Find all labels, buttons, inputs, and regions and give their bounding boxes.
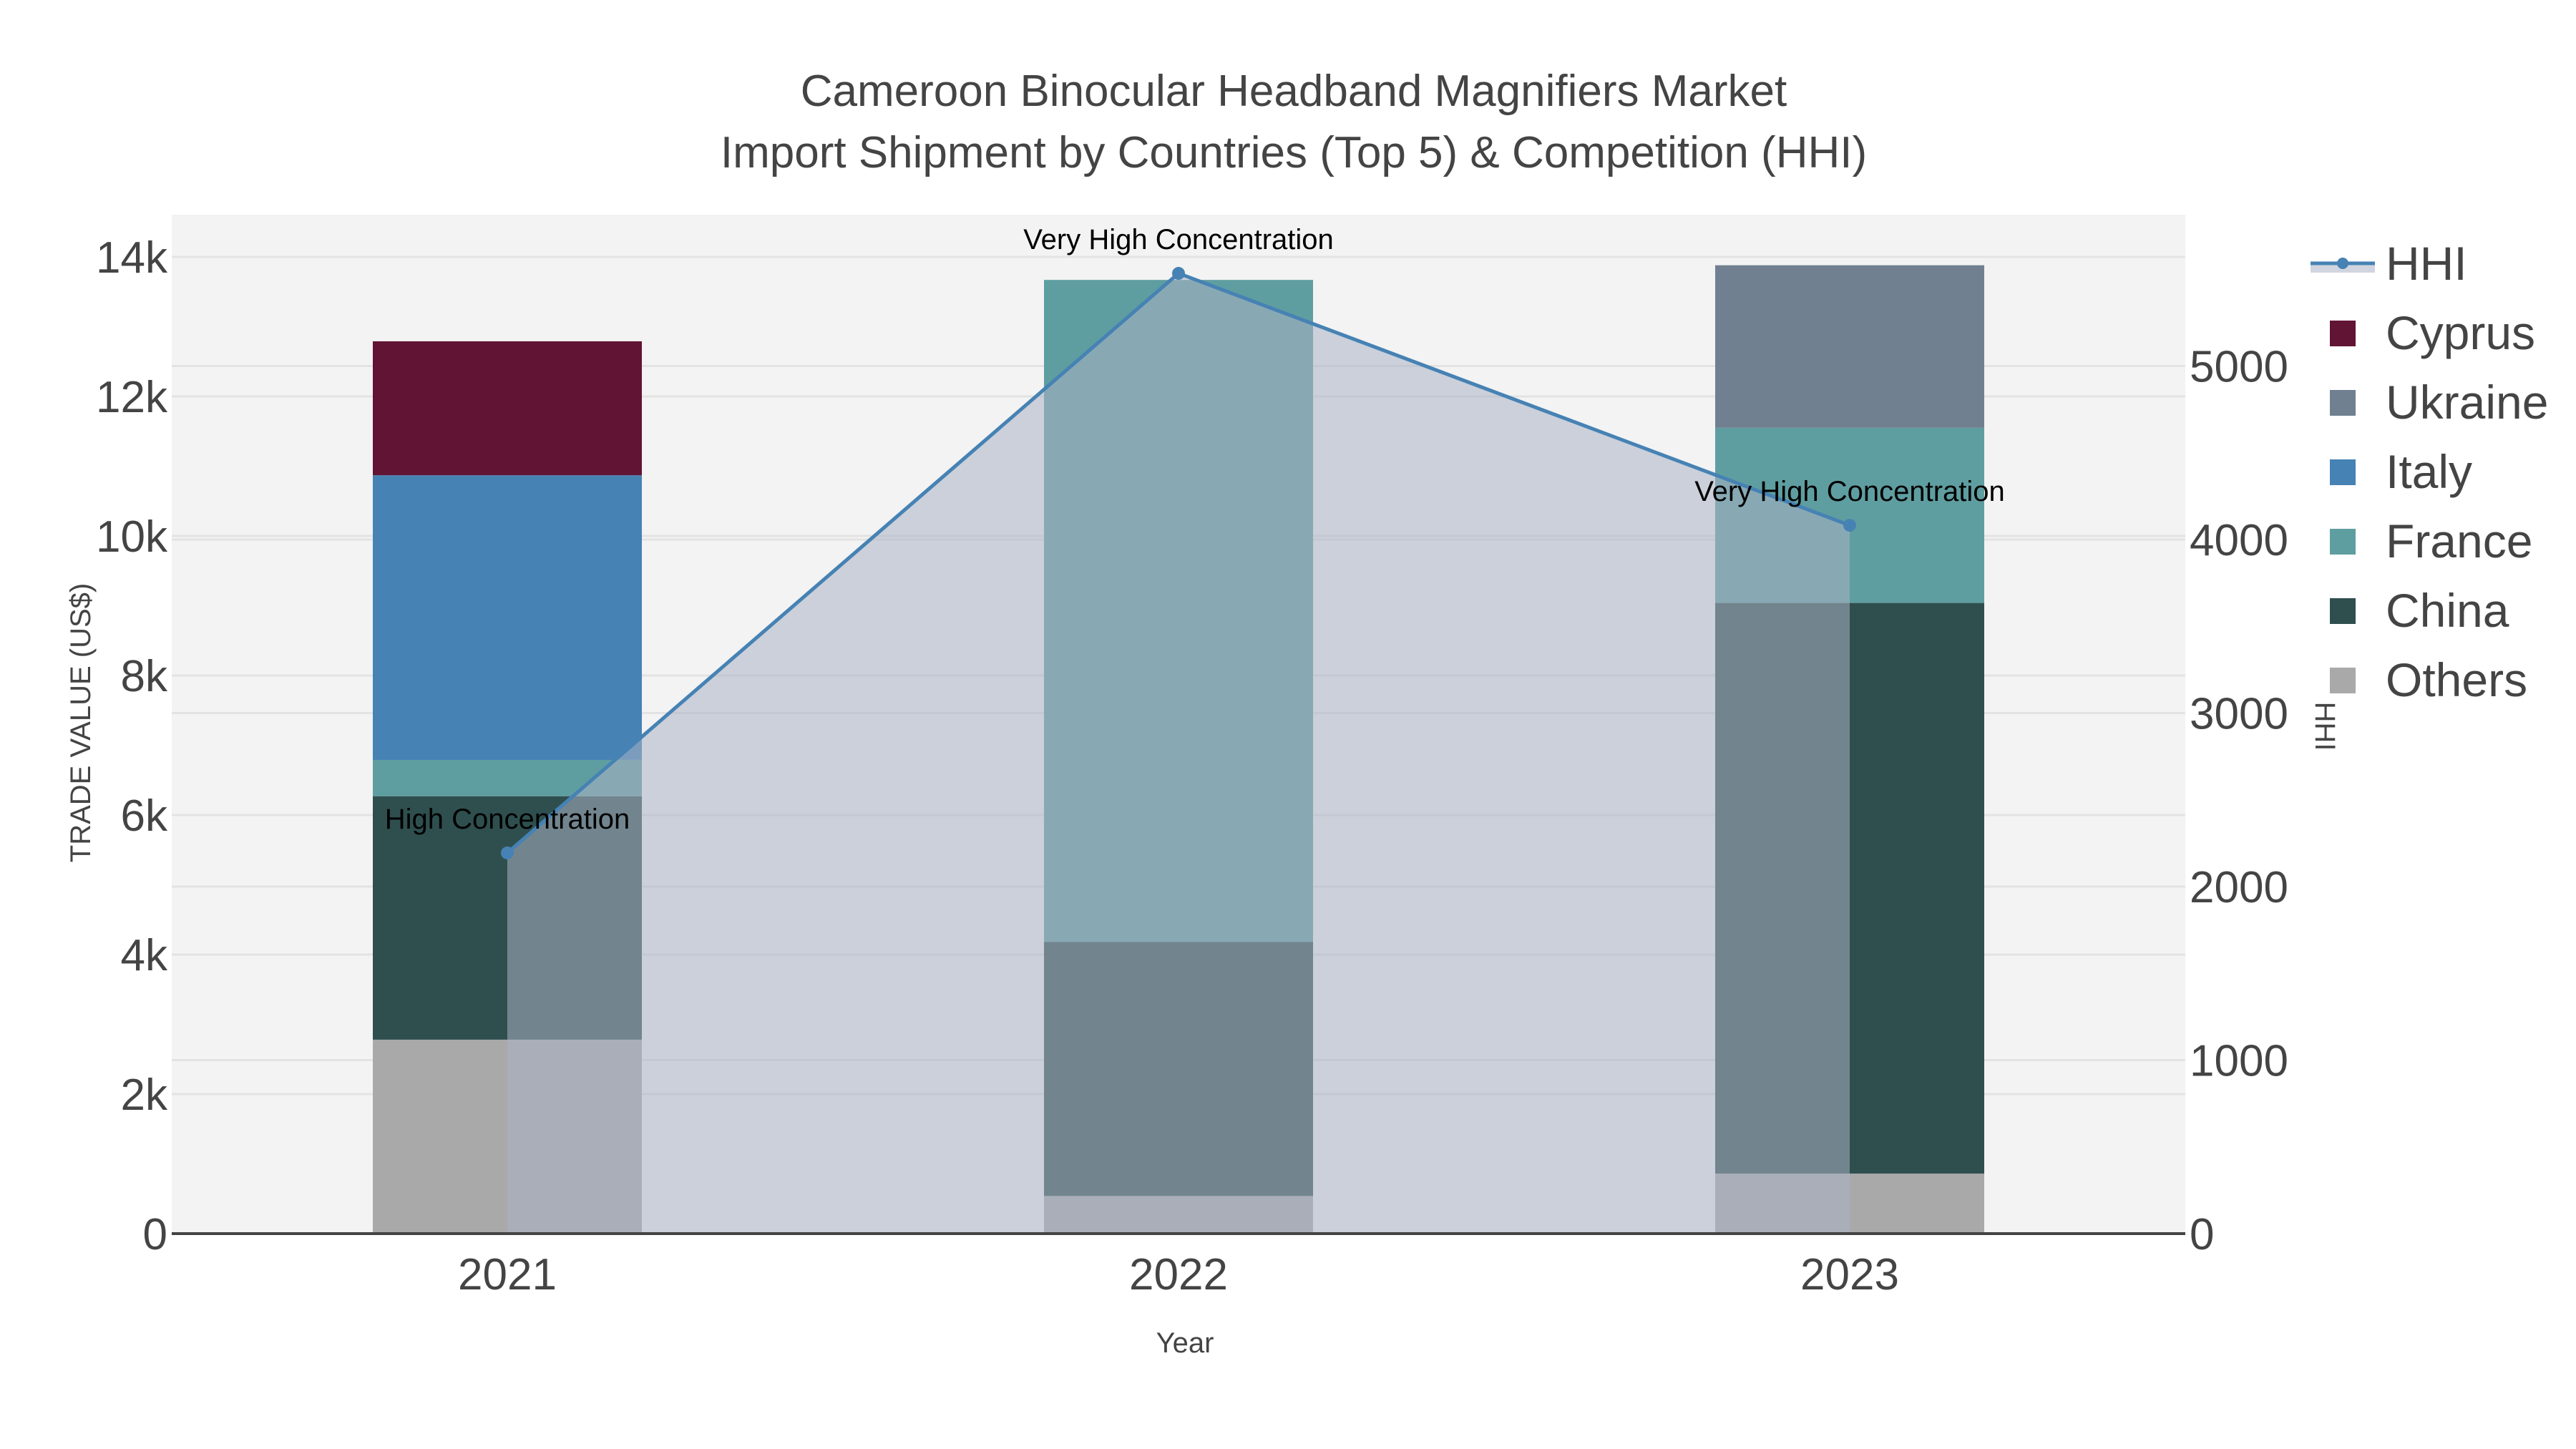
legend-label: Cyprus [2386, 306, 2535, 359]
y-axis-ticks: 0 2k 4k 6k 8k 10k 12k 14k [96, 233, 168, 1259]
legend-item-others[interactable]: Others [2330, 653, 2527, 706]
y-tick-label: 14k [96, 233, 168, 283]
legend-item-italy[interactable]: Italy [2330, 445, 2472, 498]
hhi-marker [1172, 267, 1185, 280]
legend-label: Others [2386, 653, 2527, 706]
legend-item-china[interactable]: China [2330, 584, 2509, 637]
legend-label: HHI [2386, 237, 2467, 290]
y-tick-label: 6k [121, 791, 168, 841]
chart-title-line2: Import Shipment by Countries (Top 5) & C… [721, 128, 1867, 177]
y-tick-label: 0 [143, 1210, 167, 1259]
bar-segment-italy [373, 475, 642, 760]
legend-item-ukraine[interactable]: Ukraine [2330, 376, 2548, 429]
y2-tick-label: 2000 [2190, 863, 2288, 912]
y2-tick-label: 5000 [2190, 343, 2288, 392]
y-tick-label: 8k [121, 652, 168, 701]
y-tick-label: 4k [121, 931, 168, 980]
legend-label: France [2386, 514, 2532, 567]
y-axis-title: TRADE VALUE (US$) [65, 583, 97, 862]
hhi-line-series: High Concentration Very High Concentratio… [385, 224, 2005, 1234]
bar-segment-ukraine [1715, 265, 1984, 428]
x-tick-label: 2022 [1129, 1250, 1228, 1299]
legend-item-cyprus[interactable]: Cyprus [2330, 306, 2535, 359]
y-tick-label: 10k [96, 512, 168, 562]
chart-title: Cameroon Binocular Headband Magnifiers M… [721, 67, 1867, 177]
legend-swatch-icon [2330, 459, 2356, 485]
y-tick-label: 12k [96, 373, 168, 422]
bar-segment-cyprus [373, 341, 642, 476]
y2-axis-title: HHI [2309, 702, 2341, 751]
hhi-annotation: Very High Concentration [1694, 476, 2005, 507]
x-tick-label: 2021 [458, 1250, 557, 1299]
hhi-marker [501, 846, 514, 859]
legend-swatch-icon [2330, 598, 2356, 624]
x-axis-ticks: 2021 2022 2023 [458, 1250, 1899, 1299]
legend-swatch-icon [2330, 321, 2356, 346]
hhi-area-fill [507, 273, 1850, 1234]
chart-title-line1: Cameroon Binocular Headband Magnifiers M… [801, 67, 1787, 116]
legend-item-hhi[interactable]: HHI [2311, 237, 2467, 290]
y2-label-mask [2298, 301, 2313, 744]
x-tick-label: 2023 [1800, 1250, 1899, 1299]
hhi-annotation: High Concentration [385, 804, 630, 835]
legend-swatch-icon [2330, 529, 2356, 555]
legend-label: Ukraine [2386, 376, 2548, 429]
legend-swatch-icon [2330, 668, 2356, 693]
y2-tick-label: 4000 [2190, 516, 2288, 565]
legend-marker-icon [2337, 258, 2348, 269]
legend-swatch-icon [2330, 390, 2356, 416]
y-tick-label: 2k [121, 1070, 168, 1120]
y2-tick-label: 3000 [2190, 690, 2288, 739]
legend: HHI Cyprus Ukraine Italy France China Others [2311, 237, 2548, 706]
hhi-annotation: Very High Concentration [1023, 224, 1334, 255]
x-axis-title: Year [1156, 1327, 1214, 1359]
legend-label: Italy [2386, 445, 2472, 498]
y2-tick-label: 0 [2190, 1210, 2214, 1259]
legend-label: China [2386, 584, 2509, 637]
y2-axis-ticks: 0 1000 2000 3000 4000 5000 [2190, 301, 2313, 1259]
legend-item-france[interactable]: France [2330, 514, 2532, 567]
hhi-marker [1843, 519, 1856, 532]
y2-tick-label: 1000 [2190, 1037, 2288, 1086]
